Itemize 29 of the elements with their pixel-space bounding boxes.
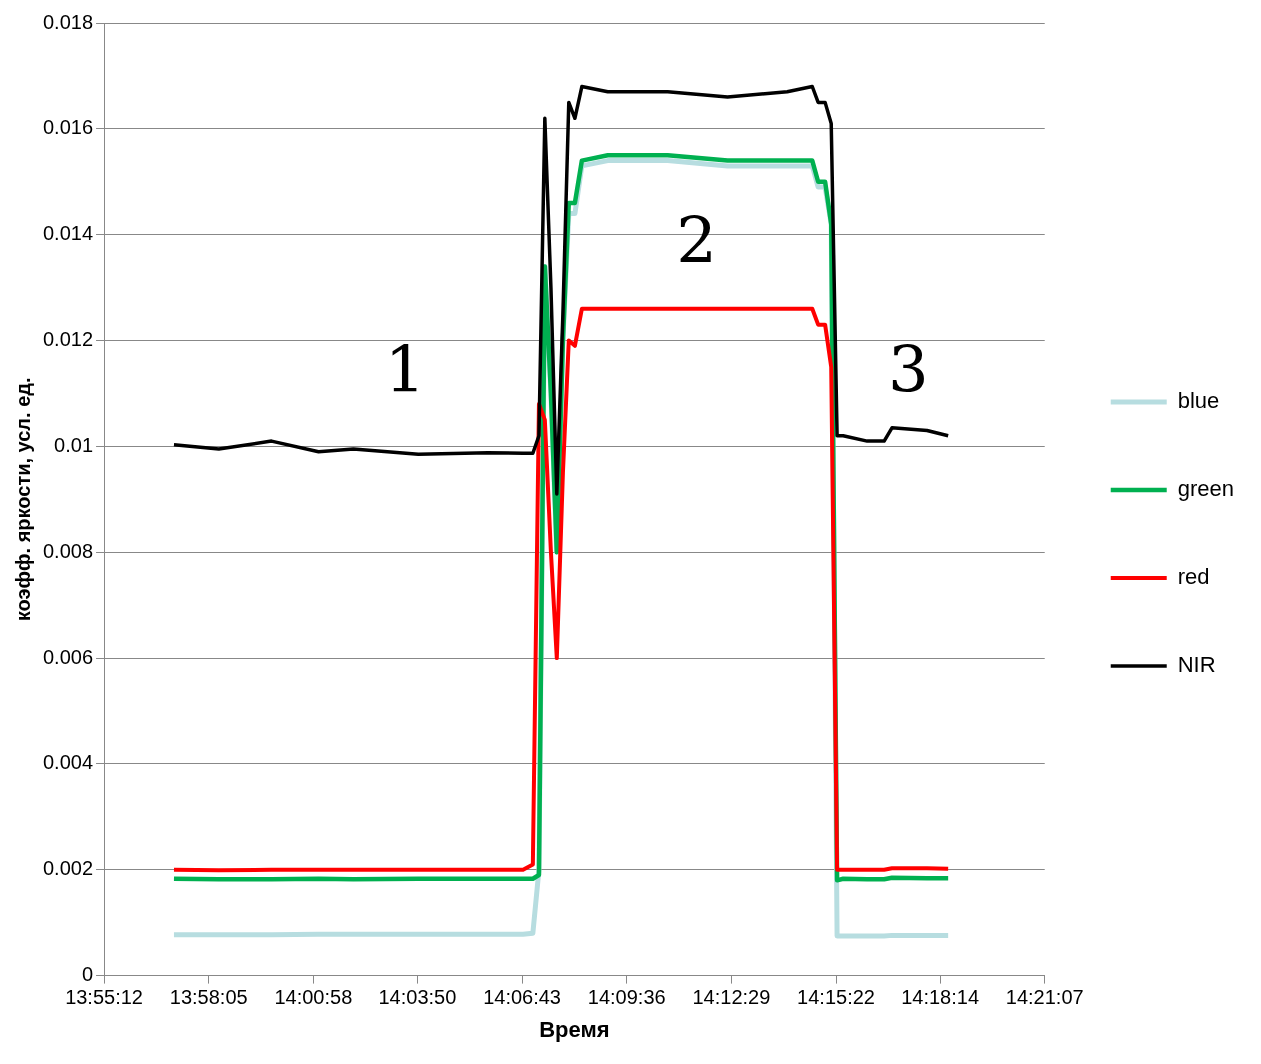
x-tick-label: 14:18:14 [901,986,980,1009]
y-tick-label: 0.012 [42,328,94,351]
x-tick-label: 14:03:50 [378,986,457,1009]
x-tick-label: 14:21:07 [1005,986,1084,1009]
y-tick-label: 0.008 [42,539,94,562]
y-tick-label: 0.018 [42,10,94,33]
x-tick-label: 13:58:05 [169,986,248,1009]
legend-label: red [1177,564,1210,590]
x-tick-label: 14:06:43 [483,986,561,1009]
annotation: 2 [676,204,718,279]
x-tick-label: 14:00:58 [274,986,353,1009]
y-tick-label: 0.006 [42,645,94,668]
y-tick-label: 0.014 [42,222,94,245]
x-axis-title: Время [539,1016,610,1042]
annotation: 1 [384,333,426,408]
y-tick-label: 0 [81,963,94,986]
y-axis-title: коэфф. яркости, усл. ед. [11,377,34,622]
y-tick-label: 0.01 [54,433,94,456]
x-tick-label: 13:55:12 [65,986,143,1009]
y-tick-label: 0.016 [42,116,94,139]
legend-label: green [1177,476,1235,502]
x-tick-label: 14:12:29 [692,986,771,1009]
y-tick-label: 0.004 [42,751,94,774]
annotation: 3 [887,333,929,408]
legend-label: blue [1177,388,1220,414]
legend-label: NIR [1177,652,1216,678]
x-tick-label: 14:09:36 [587,986,666,1009]
x-tick-label: 14:15:22 [797,986,875,1009]
y-tick-label: 0.002 [42,857,94,880]
